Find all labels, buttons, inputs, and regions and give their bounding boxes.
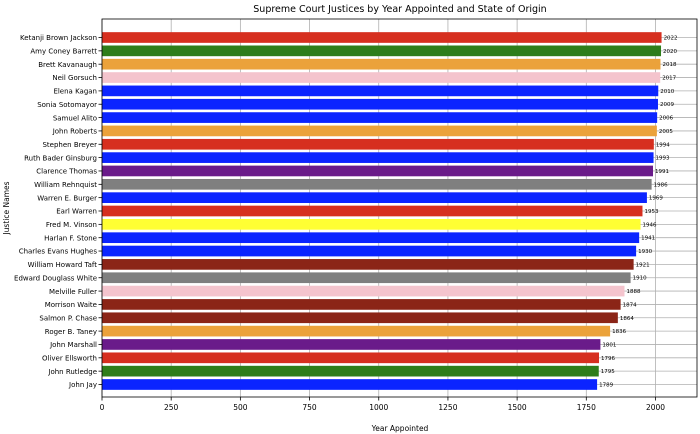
- y-tick-labels: Ketanji Brown Jackson Amy Coney Barrett Br…: [14, 34, 102, 389]
- bar-value-label: 1795: [601, 369, 615, 375]
- chart-title: Supreme Court Justices by Year Appointed…: [253, 4, 546, 15]
- plot-frame: [101, 18, 698, 398]
- bar-value-label: 1910: [633, 276, 647, 282]
- bar: [102, 245, 637, 257]
- y-tick-label: Ruth Bader Ginsburg: [24, 154, 97, 162]
- bar: [102, 259, 634, 270]
- y-tick-label: John Roberts: [52, 128, 98, 136]
- y-tick-label: John Rutledge: [47, 368, 97, 376]
- bar: [102, 365, 599, 377]
- y-tick-label: William Rehnquist: [34, 181, 97, 189]
- bar-value-label: 2017: [662, 76, 676, 82]
- bar-value-label: 1991: [655, 169, 669, 175]
- bar-value-label: 1941: [641, 236, 655, 242]
- x-tick-label: 1250: [438, 403, 457, 412]
- y-tick-label: Amy Coney Barrett: [30, 48, 97, 56]
- x-tick-label: 500: [233, 403, 248, 412]
- bar: [102, 125, 657, 137]
- x-tick-labels: 0 250 500 750 1000 1250 1500 1750 2000: [100, 397, 665, 412]
- bar-value-label: 1796: [601, 356, 615, 362]
- y-tick-label: Sonia Sotomayor: [37, 101, 97, 109]
- x-tick-label: 1000: [369, 403, 388, 412]
- y-tick-label: Clarence Thomas: [36, 168, 97, 176]
- x-axis-label: Year Appointed: [371, 424, 429, 433]
- bar-value-label: 2010: [660, 89, 674, 95]
- y-tick-label: Fred M. Vinson: [46, 221, 97, 229]
- y-tick-label: Salmon P. Chase: [39, 314, 97, 322]
- bar-value-label: 1888: [626, 289, 640, 295]
- bar: [102, 272, 631, 284]
- y-tick-label: Stephen Breyer: [42, 141, 97, 149]
- y-tick-label: Edward Douglass White: [14, 274, 97, 282]
- bar-value-label: 1986: [654, 182, 668, 188]
- bar: [102, 205, 643, 217]
- bar-value-label: 2020: [663, 49, 677, 55]
- bar-value-label: 1969: [649, 196, 663, 202]
- bar-value-label: 2006: [659, 116, 673, 122]
- bar: [102, 32, 662, 43]
- y-tick-label: Melville Fuller: [49, 288, 97, 296]
- y-axis-label: Justice Names: [2, 181, 11, 235]
- bar: [102, 219, 641, 230]
- y-tick-label: Morrison Waite: [45, 301, 97, 309]
- bar: [102, 85, 659, 97]
- value-labels: 2022 2020 2018 2017 2010 2009 2006 2005 1994 1993…: [599, 36, 677, 389]
- y-tick-label: Ketanji Brown Jackson: [20, 34, 97, 42]
- bar: [102, 165, 653, 177]
- bar-value-label: 1946: [643, 222, 657, 228]
- bar-value-label: 1874: [623, 302, 637, 308]
- bar-value-label: 2005: [659, 129, 673, 135]
- x-tick-label: 1500: [508, 403, 527, 412]
- y-tick-label: Elena Kagan: [53, 88, 97, 96]
- bars: [102, 32, 662, 390]
- bar-value-label: 2018: [662, 62, 676, 68]
- bar: [102, 285, 625, 297]
- bar: [102, 152, 654, 163]
- y-tick-label: Roger B. Taney: [45, 328, 97, 336]
- y-tick-label: Warren E. Burger: [37, 194, 97, 202]
- bar-value-label: 1994: [656, 142, 670, 148]
- bar: [102, 299, 621, 310]
- y-tick-label: Brett Kavanaugh: [38, 61, 97, 69]
- bar: [102, 178, 652, 190]
- y-tick-label: Oliver Ellsworth: [42, 355, 97, 363]
- bar: [102, 325, 611, 337]
- bar-value-label: 2022: [664, 36, 678, 42]
- bar: [102, 98, 658, 110]
- bar: [102, 72, 661, 83]
- y-tick-label: John Jay: [68, 381, 97, 389]
- bar-value-label: 1864: [620, 316, 634, 322]
- y-tick-label: Samuel Alito: [53, 114, 97, 122]
- bar: [102, 138, 654, 150]
- x-tick-label: 2000: [646, 403, 665, 412]
- y-tick-label: William Howard Taft: [28, 261, 98, 269]
- y-tick-label: John Marshall: [49, 341, 97, 349]
- x-tick-label: 750: [302, 403, 317, 412]
- bar-value-label: 1953: [644, 209, 658, 215]
- bar: [102, 312, 618, 324]
- x-tick-label: 1750: [577, 403, 596, 412]
- y-tick-label: Earl Warren: [56, 208, 97, 216]
- bar: [102, 339, 601, 350]
- bar-value-label: 2009: [660, 102, 674, 108]
- bar: [102, 112, 658, 123]
- bar-value-label: 1930: [638, 249, 652, 255]
- bar-value-label: 1789: [599, 383, 613, 389]
- bar: [102, 58, 661, 70]
- bar: [102, 379, 598, 390]
- x-tick-label: 250: [164, 403, 179, 412]
- bar: [102, 232, 640, 244]
- y-tick-label: Charles Evans Hughes: [19, 248, 98, 256]
- x-tick-label: 0: [100, 403, 105, 412]
- bar-value-label: 1801: [602, 342, 616, 348]
- y-tick-label: Neil Gorsuch: [52, 74, 97, 82]
- bar: [102, 192, 647, 203]
- bar-value-label: 1993: [656, 156, 670, 162]
- bar-value-label: 1836: [612, 329, 626, 335]
- y-tick-label: Harlan F. Stone: [44, 234, 97, 242]
- bar-value-label: 1921: [636, 262, 650, 268]
- bar: [102, 45, 662, 57]
- bar: [102, 352, 600, 364]
